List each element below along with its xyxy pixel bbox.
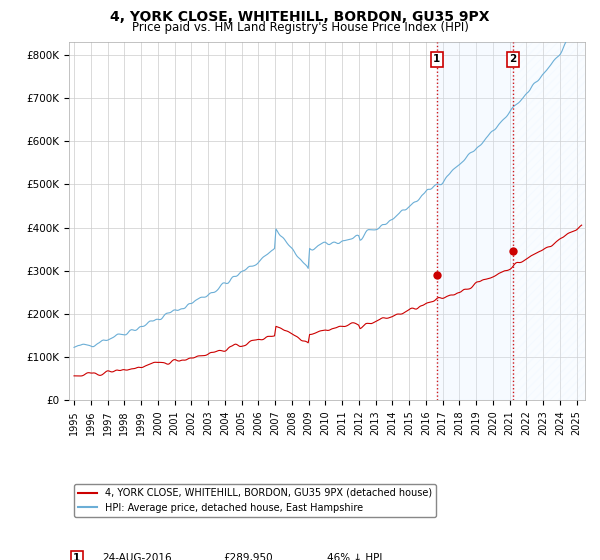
Text: £289,950: £289,950 bbox=[224, 553, 274, 560]
Text: 2: 2 bbox=[509, 54, 517, 64]
Text: 4, YORK CLOSE, WHITEHILL, BORDON, GU35 9PX: 4, YORK CLOSE, WHITEHILL, BORDON, GU35 9… bbox=[110, 10, 490, 24]
Text: 24-AUG-2016: 24-AUG-2016 bbox=[103, 553, 172, 560]
Text: 46% ↓ HPI: 46% ↓ HPI bbox=[327, 553, 382, 560]
Legend: 4, YORK CLOSE, WHITEHILL, BORDON, GU35 9PX (detached house), HPI: Average price,: 4, YORK CLOSE, WHITEHILL, BORDON, GU35 9… bbox=[74, 484, 436, 517]
Text: 1: 1 bbox=[433, 54, 440, 64]
Text: 1: 1 bbox=[73, 553, 80, 560]
Bar bbox=[513, 42, 585, 400]
Text: Price paid vs. HM Land Registry's House Price Index (HPI): Price paid vs. HM Land Registry's House … bbox=[131, 21, 469, 34]
Bar bbox=[437, 42, 513, 400]
